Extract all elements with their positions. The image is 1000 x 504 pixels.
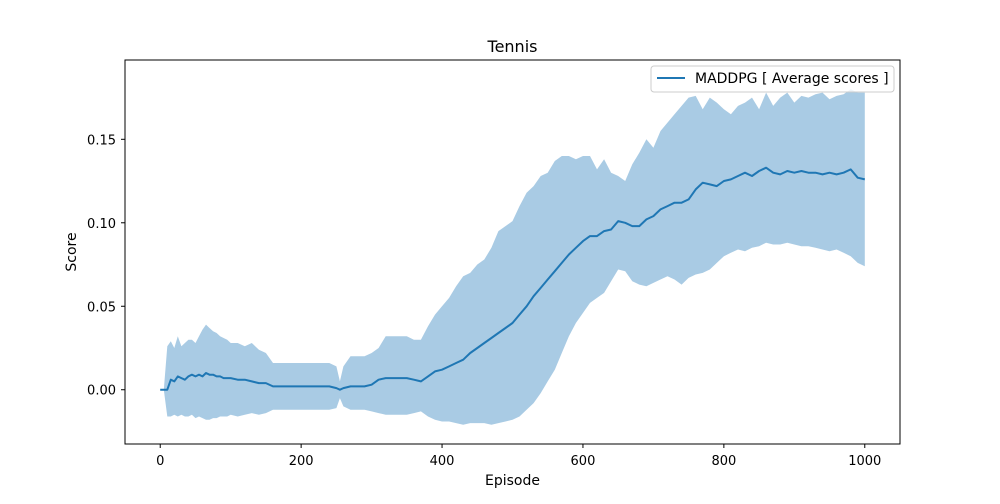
x-tick-label: 400 xyxy=(430,454,455,469)
x-axis-label: Episode xyxy=(485,473,540,489)
y-tick-label: 0.05 xyxy=(87,300,116,315)
legend: MADDPG [ Average scores ] xyxy=(650,65,895,93)
x-tick-label: 600 xyxy=(571,454,596,469)
plot-frame xyxy=(124,59,901,445)
legend-entry-label: MADDPG [ Average scores ] xyxy=(695,71,889,87)
y-tick-label: 0.10 xyxy=(87,217,116,232)
x-tick-label: 800 xyxy=(711,454,736,469)
series-0-confidence-band xyxy=(160,89,865,425)
x-tick-label: 0 xyxy=(156,454,164,469)
y-tick-label: 0.00 xyxy=(87,384,116,399)
series-0-line xyxy=(160,166,866,391)
chart-title: Tennis xyxy=(487,37,538,56)
x-tick-label: 1000 xyxy=(848,454,881,469)
y-axis-label: Score xyxy=(64,232,80,271)
legend-box xyxy=(650,65,895,93)
y-tick-label: 0.15 xyxy=(87,133,116,148)
x-tick-label: 200 xyxy=(289,454,314,469)
